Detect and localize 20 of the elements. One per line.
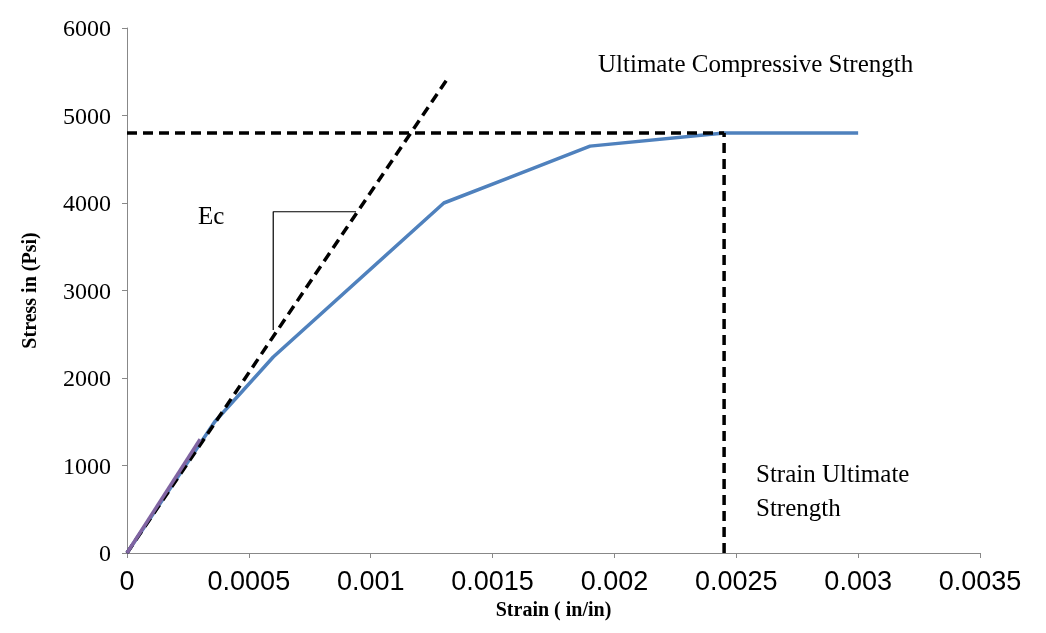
x-tick-label: 0.0005 bbox=[207, 565, 291, 596]
x-tick-label: 0.003 bbox=[824, 565, 892, 596]
x-tick-label: 0.0025 bbox=[694, 565, 778, 596]
x-tick-label: 0.0015 bbox=[451, 565, 534, 596]
y-tick-label: 6000 bbox=[63, 15, 111, 41]
y-axis-title: Stress in (Psi) bbox=[18, 232, 41, 349]
y-tick-label: 5000 bbox=[63, 102, 111, 129]
x-tick-label: 0.0035 bbox=[938, 565, 1022, 596]
annotation: Strain Ultimate Strength bbox=[756, 459, 916, 521]
y-tick-label: 2000 bbox=[63, 365, 111, 391]
y-tick-label: 0 bbox=[99, 540, 111, 566]
y-tick-label: 3000 bbox=[63, 277, 111, 304]
x-tick-label: 0.001 bbox=[336, 565, 405, 596]
y-tick-label: 1000 bbox=[63, 452, 111, 479]
annotation: Ec bbox=[198, 201, 225, 229]
x-axis-title: Strain ( in/in) bbox=[495, 598, 612, 621]
x-tick-label: 0 bbox=[119, 565, 135, 596]
x-tick-label: 0.002 bbox=[580, 565, 649, 596]
y-tick-label: 4000 bbox=[63, 190, 111, 216]
annotation: Ultimate Compressive Strength bbox=[598, 49, 914, 77]
